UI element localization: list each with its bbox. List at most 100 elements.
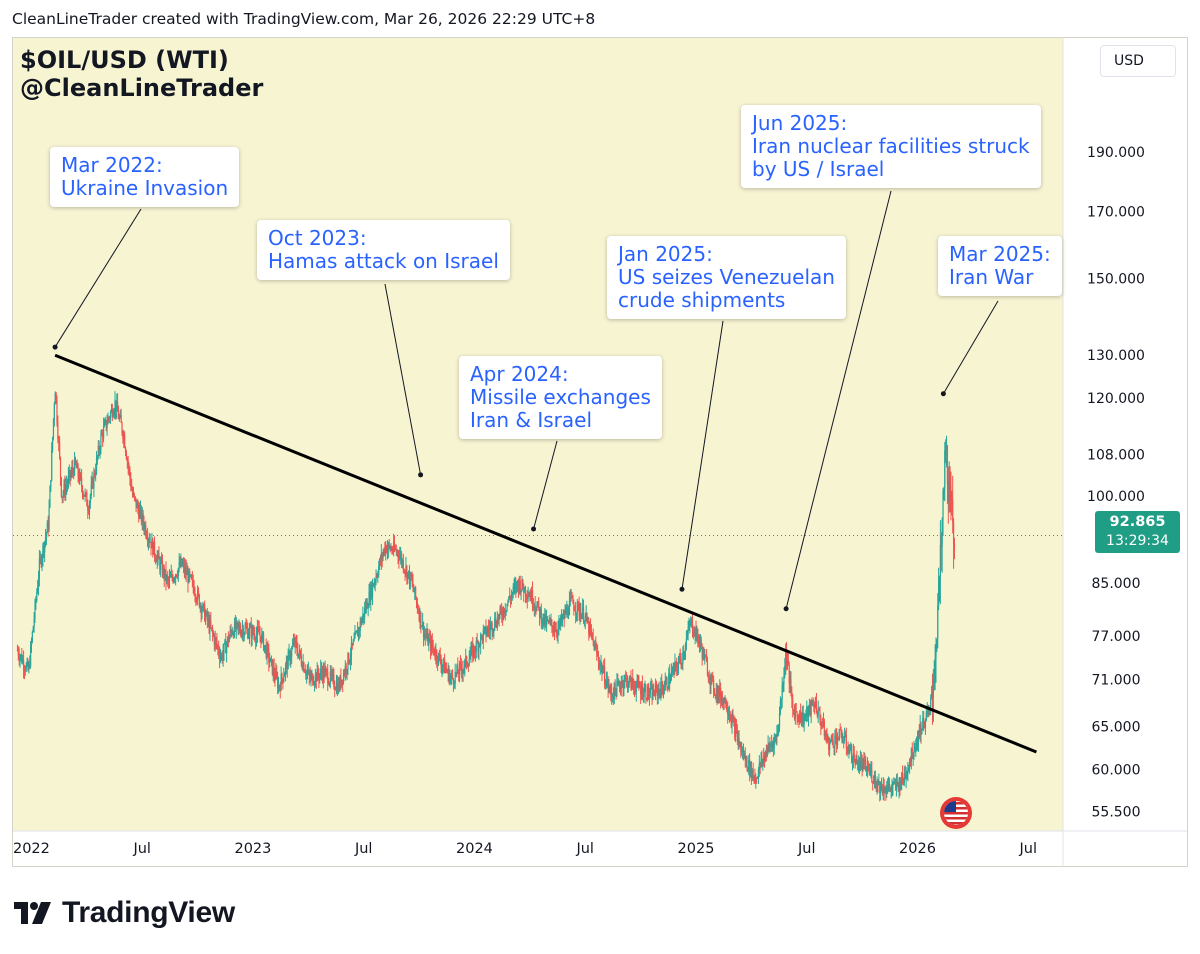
time-tick-label: Jul <box>797 841 816 857</box>
candle-body <box>590 631 593 633</box>
currency-selector[interactable]: USD <box>1100 45 1176 77</box>
candle-body <box>329 671 331 683</box>
price-axis-panel <box>1063 38 1187 866</box>
candle-body <box>849 750 851 751</box>
candle-body <box>826 736 828 740</box>
candle-body <box>173 578 175 582</box>
candle-body <box>25 664 27 671</box>
candle-body <box>272 666 274 675</box>
candle-body <box>820 719 822 727</box>
candle-body <box>637 679 639 682</box>
candle-body <box>405 566 407 572</box>
candle-body <box>73 458 76 475</box>
candle-body <box>738 738 740 747</box>
us-flag-icon[interactable] <box>940 797 972 829</box>
candle-body <box>459 663 462 665</box>
candle-body <box>713 678 715 692</box>
candle-body <box>713 691 716 695</box>
candle-body <box>913 750 915 757</box>
candle-body <box>600 663 602 665</box>
candle-body <box>502 616 504 618</box>
candle-body <box>797 716 799 718</box>
annotation-note[interactable]: Oct 2023: Hamas attack on Israel <box>257 220 510 280</box>
annotation-anchor-dot <box>52 344 58 350</box>
candle-body <box>421 626 423 628</box>
candle-body <box>938 577 940 607</box>
candle-body <box>181 558 183 566</box>
candle-body <box>279 687 281 691</box>
candle-body <box>385 546 387 553</box>
annotation-note[interactable]: Mar 2025: Iran War <box>938 236 1062 296</box>
candle-body <box>182 564 185 565</box>
candle-body <box>569 596 571 601</box>
candle-body <box>378 566 380 576</box>
candle-body <box>669 673 671 683</box>
candle-body <box>485 626 487 636</box>
candle-body <box>636 679 638 686</box>
candle-body <box>858 764 861 769</box>
candle-body <box>81 486 84 495</box>
candle-body <box>757 769 760 779</box>
candle-body <box>835 735 837 737</box>
candle-body <box>210 620 212 628</box>
candle-body <box>432 647 434 649</box>
candle-body <box>918 730 920 737</box>
time-tick-label: Jul <box>354 841 373 857</box>
candle-body <box>425 636 427 638</box>
candle-body <box>398 555 400 560</box>
candle-body <box>655 684 658 688</box>
candle-body <box>315 673 317 682</box>
price-chart[interactable]: 55.500 60.000 65.000 71.000 77.000 85.000 100.… <box>13 38 1188 867</box>
chart-frame[interactable]: 55.500 60.000 65.000 71.000 77.000 85.000 100.… <box>12 37 1188 867</box>
annotation-note[interactable]: Jun 2025: Iran nuclear facilities struck b… <box>741 105 1041 188</box>
candle-body <box>42 545 44 558</box>
candle-body <box>284 673 286 677</box>
candle-body <box>177 568 179 577</box>
candle-body <box>383 548 385 553</box>
candle-body <box>402 559 404 570</box>
candle-body <box>320 669 323 674</box>
candle-body <box>944 450 946 489</box>
candle-body <box>164 569 166 578</box>
candle-body <box>370 585 372 602</box>
candle-body <box>829 742 831 750</box>
candle-body <box>788 664 790 684</box>
candle-body <box>730 718 732 726</box>
candle-body <box>137 503 139 509</box>
tradingview-logo[interactable]: TradingView <box>14 896 235 930</box>
candle-body <box>745 757 747 761</box>
candle-body <box>211 628 214 634</box>
candle-body <box>806 706 808 715</box>
candle-body <box>259 634 261 637</box>
candle-body <box>768 744 770 745</box>
candle-body <box>358 628 360 631</box>
candle-body <box>831 736 833 741</box>
candle-body <box>787 660 789 665</box>
candle-body <box>568 600 571 615</box>
candle-body <box>428 638 430 646</box>
candle-body <box>133 493 135 497</box>
candle-body <box>244 627 246 634</box>
candle-body <box>84 492 86 497</box>
candle-body <box>309 675 311 680</box>
candle-body <box>952 521 955 544</box>
candle-body <box>166 576 168 581</box>
candle-body <box>229 630 231 637</box>
candle-body <box>611 692 613 698</box>
candle-body <box>656 687 658 696</box>
candle-body <box>635 685 637 693</box>
candle-body <box>461 669 463 674</box>
annotation-note[interactable]: Jan 2025: US seizes Venezuelan crude shipm… <box>607 236 846 319</box>
candle-body <box>772 743 774 749</box>
candle-body <box>248 634 250 639</box>
candle-body <box>240 631 242 636</box>
annotation-note[interactable]: Apr 2024: Missile exchanges Iran & Israel <box>459 356 662 439</box>
candle-body <box>534 605 536 609</box>
candle-body <box>775 736 777 738</box>
candle-body <box>213 635 215 645</box>
candle-body <box>101 432 103 435</box>
annotation-note[interactable]: Mar 2022: Ukraine Invasion <box>50 147 240 207</box>
candle-body <box>280 674 282 691</box>
candle-body <box>602 671 604 674</box>
candle-body <box>694 629 696 636</box>
